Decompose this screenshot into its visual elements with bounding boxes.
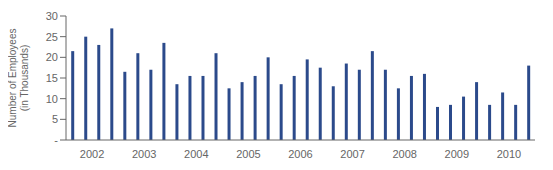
svg-text:25: 25: [46, 31, 58, 43]
svg-text:2010: 2010: [497, 148, 521, 160]
svg-text:2002: 2002: [80, 148, 104, 160]
svg-text:10: 10: [46, 93, 58, 105]
svg-text:2003: 2003: [132, 148, 156, 160]
svg-text:15: 15: [46, 72, 58, 84]
svg-text:2006: 2006: [288, 148, 312, 160]
svg-text:20: 20: [46, 51, 58, 63]
svg-text:5: 5: [52, 113, 58, 125]
svg-text:2008: 2008: [392, 148, 416, 160]
svg-text:Number of Employees(in Thousan: Number of Employees(in Thousands): [8, 29, 30, 128]
svg-text:2009: 2009: [445, 148, 469, 160]
svg-text:-: -: [54, 134, 58, 146]
svg-text:2007: 2007: [340, 148, 364, 160]
svg-text:30: 30: [46, 10, 58, 22]
svg-text:2005: 2005: [236, 148, 260, 160]
svg-text:2004: 2004: [184, 148, 208, 160]
